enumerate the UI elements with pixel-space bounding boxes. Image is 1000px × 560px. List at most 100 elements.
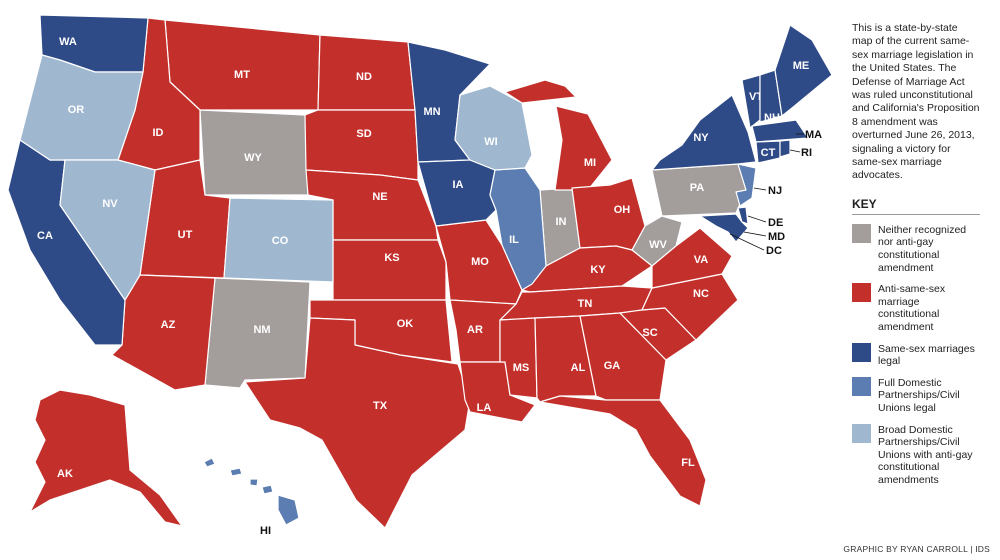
state-label: MT <box>234 69 250 81</box>
key-label: Neither recognized nor anti-gay constitu… <box>878 223 967 274</box>
state-label: NE <box>372 191 387 203</box>
state-label: OK <box>397 318 414 330</box>
state-shape <box>735 163 757 207</box>
state-label: VA <box>694 254 709 266</box>
state-label: WV <box>649 239 667 251</box>
state-label: ND <box>356 71 372 83</box>
state-label: FL <box>681 457 695 469</box>
state-label: NM <box>253 324 270 336</box>
state-shape <box>229 467 243 477</box>
state: WY <box>199 109 309 196</box>
state-shape <box>539 395 707 507</box>
state-label: WA <box>59 36 77 48</box>
leader-line <box>789 149 801 153</box>
description: This is a state-by-state map of the curr… <box>852 22 980 182</box>
state-shape <box>29 389 183 527</box>
state-label: LA <box>477 402 492 414</box>
state-label: OH <box>614 204 631 216</box>
state-label: MI <box>584 157 596 169</box>
state: MD <box>699 213 785 243</box>
state: NY <box>651 94 757 171</box>
state-label: SC <box>642 327 657 339</box>
state-label: IN <box>556 216 567 228</box>
state: ME <box>774 24 833 117</box>
state-label: OR <box>68 104 85 116</box>
state-label: RI <box>801 147 812 159</box>
side-panel: This is a state-by-state map of the curr… <box>852 22 980 487</box>
state-label: MA <box>805 129 822 141</box>
state-shape <box>774 24 833 117</box>
state: NM <box>204 277 311 389</box>
state-label: AL <box>571 362 586 374</box>
state: DC <box>729 233 782 257</box>
state: IL <box>489 167 547 291</box>
state-shape <box>737 206 749 225</box>
state: SD <box>304 109 419 181</box>
state-label: MO <box>471 256 489 268</box>
state-label: AR <box>467 324 483 336</box>
key-label: Anti-same-sex marriage constitutional am… <box>878 283 946 334</box>
credit: GRAPHIC BY RYAN CARROLL | IDS <box>843 544 990 554</box>
state: RI <box>779 139 812 159</box>
state: VA <box>651 227 733 289</box>
state-label: NY <box>693 132 709 144</box>
state-shape <box>59 159 156 301</box>
state: MA <box>751 119 822 143</box>
state-label: KS <box>384 252 399 264</box>
state-label: ID <box>153 127 164 139</box>
state: AK <box>29 389 183 527</box>
map: WY NM IN PA WV MT ID ND SD NE UT KS AZ O… <box>7 14 833 537</box>
state: OH <box>571 177 646 251</box>
state-label: IL <box>509 234 519 246</box>
state: NJ <box>735 163 782 207</box>
state-label: KY <box>590 264 606 276</box>
state-label: TN <box>578 298 593 310</box>
state-label: NV <box>102 198 118 210</box>
state-label: AZ <box>161 319 176 331</box>
state-label: CA <box>37 230 53 242</box>
state: NE <box>305 169 439 241</box>
state-shape <box>19 54 144 161</box>
state-shape <box>554 105 613 191</box>
state-shape <box>244 317 471 529</box>
state-label: CO <box>272 235 289 247</box>
key-item: Same-sex marriages legal <box>852 342 980 368</box>
state-label: PA <box>690 182 705 194</box>
state: WI <box>454 85 533 171</box>
state-label: NH <box>764 112 780 124</box>
state-shape <box>571 177 646 251</box>
key-item: Neither recognized nor anti-gay constitu… <box>852 223 980 274</box>
state-shape <box>261 484 274 495</box>
state-label: SD <box>356 128 371 140</box>
state-label: MD <box>768 231 785 243</box>
key: Neither recognized nor anti-gay constitu… <box>852 223 980 487</box>
key-swatch <box>852 376 871 396</box>
leader-line <box>743 231 767 237</box>
key-swatch <box>852 342 871 362</box>
state: ND <box>317 34 416 111</box>
state-label: NC <box>693 288 709 300</box>
state-label: GA <box>604 360 621 372</box>
state: FL <box>539 395 707 507</box>
state-label: WI <box>484 136 497 148</box>
state: MO <box>435 219 523 305</box>
state-shape <box>651 94 757 171</box>
leader-line <box>729 233 765 251</box>
state-shape <box>755 140 781 164</box>
key-swatch <box>852 223 871 243</box>
state-shape <box>164 19 321 111</box>
state: PA <box>651 163 747 217</box>
state-label: CT <box>761 147 776 159</box>
key-item: Anti-same-sex marriage constitutional am… <box>852 283 980 333</box>
state-shape <box>223 197 334 283</box>
state-label: DC <box>766 245 782 257</box>
state-label: TX <box>373 400 388 412</box>
state-label: WY <box>244 152 262 164</box>
key-swatch <box>852 423 871 443</box>
state: CO <box>223 197 334 283</box>
key-item: Broad Domestic Partnerships/Civil Unions… <box>852 423 980 487</box>
state-label: DE <box>768 217 783 229</box>
key-label: Broad Domestic Partnerships/Civil Unions… <box>878 423 973 486</box>
state-shape <box>203 457 216 468</box>
leader-line <box>753 187 767 191</box>
